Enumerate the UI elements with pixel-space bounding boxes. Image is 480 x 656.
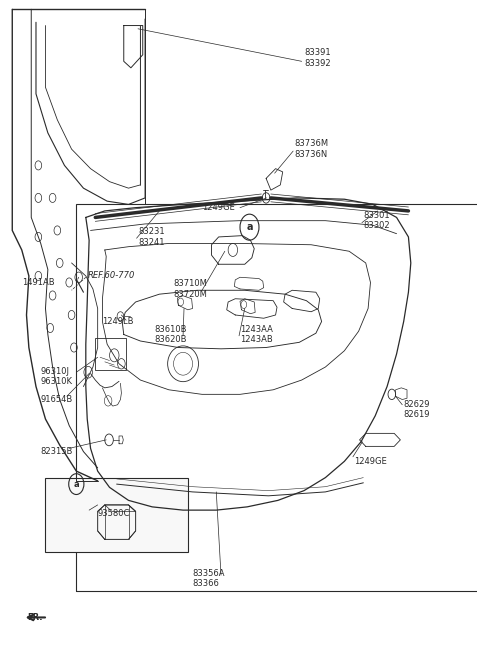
Text: 83736M
83736N: 83736M 83736N [295,140,329,159]
Text: 96310J
96310K: 96310J 96310K [41,367,73,386]
Text: 1249LB: 1249LB [102,317,134,326]
Text: 1243AA
1243AB: 1243AA 1243AB [240,325,273,344]
Text: 83231
83241: 83231 83241 [138,227,165,247]
Text: a: a [246,222,253,232]
Text: 91654B: 91654B [41,395,73,404]
Text: a: a [73,480,79,489]
Text: 93580C: 93580C [97,509,130,518]
Text: 1491AB: 1491AB [22,278,54,287]
Bar [76,205,480,592]
Text: 83610B
83620B: 83610B 83620B [155,325,187,344]
Text: 83356A
83366: 83356A 83366 [192,569,225,588]
Bar [96,338,126,370]
Text: 83301
83302: 83301 83302 [363,211,390,230]
Bar [46,478,188,552]
Text: 82315B: 82315B [41,447,73,456]
Text: 1249GE: 1249GE [202,203,235,212]
Text: FR.: FR. [27,613,43,622]
Text: 83710M
83720M: 83710M 83720M [174,279,207,298]
Text: 82629
82619: 82629 82619 [404,400,430,419]
Text: 1249GE: 1249GE [354,457,386,466]
Text: 83391
83392: 83391 83392 [304,49,331,68]
Text: REF.60-770: REF.60-770 [88,272,135,281]
